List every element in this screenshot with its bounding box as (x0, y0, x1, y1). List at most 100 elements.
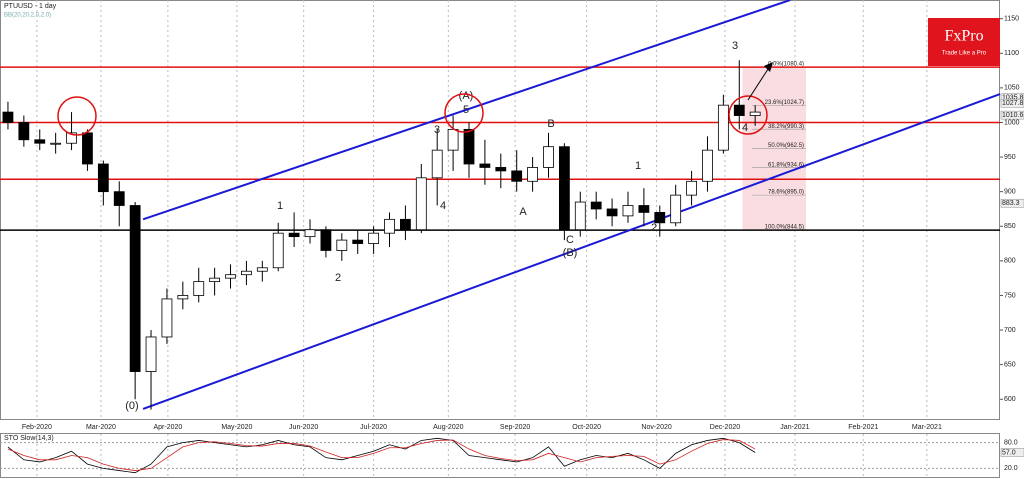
oscillator-line (7, 437, 756, 474)
fib-label: 38.2%(990.3) (768, 124, 804, 130)
wave-label: 2 (651, 222, 657, 234)
candle-body (606, 208, 618, 217)
candle-body (654, 212, 666, 224)
fib-label: 23.6%(1024.7) (765, 100, 804, 106)
wave-label: (0) (125, 400, 138, 412)
candle-body (733, 104, 745, 116)
candle-body (527, 167, 538, 182)
candle-body (574, 201, 586, 231)
wave-label: A (519, 206, 527, 218)
wave-label: 1 (277, 200, 283, 212)
candle-body (320, 229, 332, 251)
candle-body (638, 205, 650, 213)
candle-body (129, 205, 141, 372)
y-tick-label: 700 (1004, 327, 1016, 334)
wave-label: (A) (459, 90, 474, 102)
projection-arrow (747, 65, 771, 101)
candle-body (66, 132, 77, 144)
logo-tagline: Trade Like a Pro (942, 51, 987, 57)
candle-body (161, 298, 173, 338)
highlight-circle (444, 93, 484, 133)
candle-body (288, 232, 300, 238)
wave-label: (B) (563, 247, 578, 259)
candle-body (686, 180, 697, 196)
x-tick-label: Mar-2020 (86, 424, 116, 431)
candle-body (18, 122, 30, 141)
chart-subtitle: BB(20,20,2,0,2.0) (4, 13, 51, 19)
candle-body (336, 239, 348, 251)
oscillator-title: STO Slow(14,3) (4, 435, 54, 442)
y-tick-label: 20.0 (1004, 465, 1018, 472)
x-tick-label: Aug-2020 (433, 424, 463, 431)
x-tick-label: Mar-2021 (912, 424, 942, 431)
candle-body (590, 201, 602, 210)
price-tag (1000, 448, 1024, 457)
candle-body (97, 163, 109, 193)
fib-label: 78.6%(895.0) (768, 190, 804, 196)
wave-label: 2 (335, 272, 341, 284)
candle-body (272, 232, 284, 269)
x-tick-label: May-2020 (221, 424, 252, 431)
logo: FxPro (944, 28, 983, 45)
candle-body (447, 128, 459, 151)
candle-body (50, 142, 62, 145)
wave-label: B (547, 118, 554, 130)
wave-label: 1 (635, 160, 641, 172)
oscillator-line (7, 439, 756, 471)
candle-body (670, 194, 682, 224)
y-tick-label: 950 (1004, 154, 1016, 161)
y-tick-label: 1150 (1004, 16, 1019, 23)
candle-body (177, 295, 189, 300)
oscillator-panel (0, 433, 1000, 478)
y-tick-label: 1050 (1004, 85, 1020, 92)
candle-body (304, 229, 316, 238)
wave-label: 4 (742, 122, 748, 134)
y-tick-label: 1100 (1004, 50, 1019, 57)
candle-body (415, 177, 427, 231)
candle-body (256, 267, 268, 272)
main-panel (0, 0, 1000, 420)
candle-body (82, 132, 93, 165)
highlight-circle (57, 96, 97, 136)
candle-body (702, 149, 713, 182)
y-tick-label: 600 (1004, 396, 1016, 403)
fib-label: 100.0%(844.5) (765, 225, 804, 231)
price-tag-label: 1010.6 (1002, 112, 1024, 119)
price-tag (1000, 98, 1024, 108)
x-tick-label: Apr-2020 (153, 424, 182, 431)
candle-body (717, 104, 729, 151)
price-tag-label: 1027.8 (1002, 100, 1024, 107)
y-tick-label: 900 (1004, 189, 1016, 196)
candle-body (543, 146, 554, 168)
x-tick-label: Nov-2020 (641, 424, 671, 431)
candle-body (225, 274, 236, 279)
y-tick-label: 850 (1004, 223, 1016, 230)
chart-title: PTUUSD - 1 day (4, 3, 57, 10)
x-tick-label: Jun-2020 (289, 424, 318, 431)
candle-body (558, 146, 570, 231)
x-tick-label: Oct-2020 (572, 424, 601, 431)
arrow-head (764, 62, 773, 72)
y-tick-label: 1000 (1004, 119, 1020, 126)
price-tag-label: 57.0 (1002, 449, 1016, 456)
channel-line (142, 93, 1001, 410)
candle-body (209, 277, 221, 283)
price-tag (1000, 110, 1024, 120)
fib-label: 61.8%(934.6) (768, 162, 804, 168)
wave-label: 3 (434, 124, 440, 136)
y-tick-label: 750 (1004, 292, 1016, 299)
wave-label: C (566, 234, 574, 246)
x-tick-label: Jan-2021 (780, 424, 809, 431)
candle-body (511, 170, 523, 182)
candle-body (495, 167, 507, 172)
wave-label: 4 (440, 200, 446, 212)
candle-body (113, 191, 125, 206)
candle-body (622, 205, 634, 217)
candle-body (384, 218, 395, 234)
x-tick-label: Dec-2020 (710, 424, 740, 431)
candle-body (749, 111, 761, 116)
fib-label: 0.0%(1080.4) (768, 61, 804, 67)
x-tick-label: Feb-2021 (848, 424, 878, 431)
candle-body (400, 218, 411, 231)
candle-body (2, 111, 14, 123)
